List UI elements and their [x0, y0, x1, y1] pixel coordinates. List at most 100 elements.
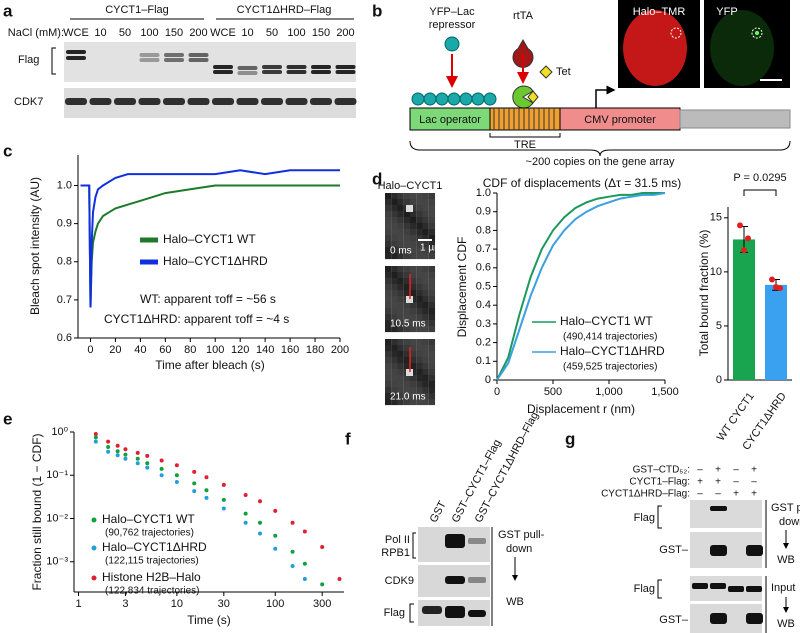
band	[746, 545, 763, 556]
pixel	[403, 320, 411, 327]
pixel	[410, 199, 417, 206]
group-label: CYCT1–Flag	[105, 4, 169, 16]
pixel	[385, 247, 392, 254]
image-label: Halo–TMR	[633, 6, 686, 18]
x-tick-label: 80	[184, 344, 196, 356]
pixel	[422, 369, 429, 376]
line	[496, 192, 665, 381]
point	[106, 449, 111, 454]
pixel	[410, 272, 417, 279]
pixel	[385, 302, 392, 309]
y-tick-label: 10⁻³	[46, 556, 68, 568]
band	[445, 576, 465, 584]
pixel	[428, 205, 436, 212]
repressor	[423, 92, 437, 106]
pixel	[403, 223, 411, 230]
pixel	[403, 308, 411, 315]
repressor	[435, 92, 449, 106]
pixel	[428, 266, 436, 273]
point	[192, 469, 197, 474]
pixel	[416, 290, 423, 297]
pixel	[428, 369, 436, 376]
pixel	[410, 211, 417, 218]
pixel	[410, 393, 417, 400]
pixel	[403, 235, 411, 242]
point	[320, 582, 325, 587]
pixel	[403, 247, 411, 254]
pixel	[403, 290, 411, 297]
band	[66, 56, 86, 60]
pixel	[416, 253, 423, 260]
activator	[512, 85, 534, 109]
pixel	[403, 375, 411, 382]
pixel	[410, 235, 417, 242]
band	[468, 610, 486, 617]
pixel	[416, 217, 423, 224]
pixel	[391, 326, 398, 333]
pixel	[397, 308, 404, 315]
pixel	[428, 351, 436, 358]
pixel	[422, 351, 429, 358]
pixel	[391, 339, 398, 346]
pixel	[385, 314, 392, 321]
pixel	[397, 211, 404, 218]
pixel	[403, 229, 411, 236]
band	[286, 65, 307, 69]
pixel	[403, 314, 411, 321]
legend-subtitle: (122,115 trajectories)	[105, 556, 199, 567]
pixel	[416, 314, 423, 321]
pixel	[391, 357, 398, 364]
pixel	[422, 296, 429, 303]
repressor	[483, 92, 497, 106]
scale-label: 1 µm	[420, 243, 442, 254]
pixel	[385, 375, 392, 382]
pixel	[391, 235, 398, 242]
pixel	[410, 217, 417, 224]
x-tick-label: 100	[266, 598, 284, 610]
bracket	[489, 133, 561, 138]
side-label: GST pull-	[498, 529, 545, 541]
point	[106, 445, 111, 450]
pixel	[391, 266, 398, 273]
pixel	[416, 247, 423, 254]
pixel	[410, 369, 417, 376]
pixel	[428, 387, 436, 394]
pixel	[428, 393, 436, 400]
pixel	[403, 399, 411, 406]
point	[302, 529, 307, 534]
protein-label: repressor	[429, 19, 476, 31]
pixel	[391, 241, 398, 248]
image-label: YFP	[716, 6, 737, 18]
pixel	[416, 381, 423, 388]
y-tick-label: 0.9	[57, 218, 72, 230]
pixel	[397, 302, 404, 309]
pixel	[403, 217, 411, 224]
row-label: CDK9	[385, 575, 414, 587]
pixel	[428, 399, 436, 406]
pixel	[410, 387, 417, 394]
blot	[64, 88, 356, 118]
pixel	[391, 272, 398, 279]
legend-swatch	[91, 545, 97, 551]
pixel	[428, 278, 436, 285]
pixel	[397, 266, 404, 273]
spot	[406, 296, 413, 303]
bracket	[657, 579, 662, 599]
point	[115, 453, 120, 458]
point	[159, 458, 164, 463]
x-tick-label: 200	[331, 344, 349, 356]
row-label: Flag	[18, 54, 39, 66]
lane-label: 150	[165, 27, 183, 39]
pixel	[428, 223, 436, 230]
pixel	[422, 363, 429, 370]
side-label: down	[779, 516, 800, 528]
pixel	[397, 241, 404, 248]
band	[285, 98, 308, 105]
point	[221, 482, 226, 487]
pixel	[385, 387, 392, 394]
pixel	[428, 345, 436, 352]
legend-label: Halo–CYCT1ΔHRD	[102, 540, 207, 554]
pixel	[385, 235, 392, 242]
annotation: CYCT1ΔHRD: apparent τoff = ~4 s	[104, 312, 289, 326]
band	[187, 98, 210, 105]
